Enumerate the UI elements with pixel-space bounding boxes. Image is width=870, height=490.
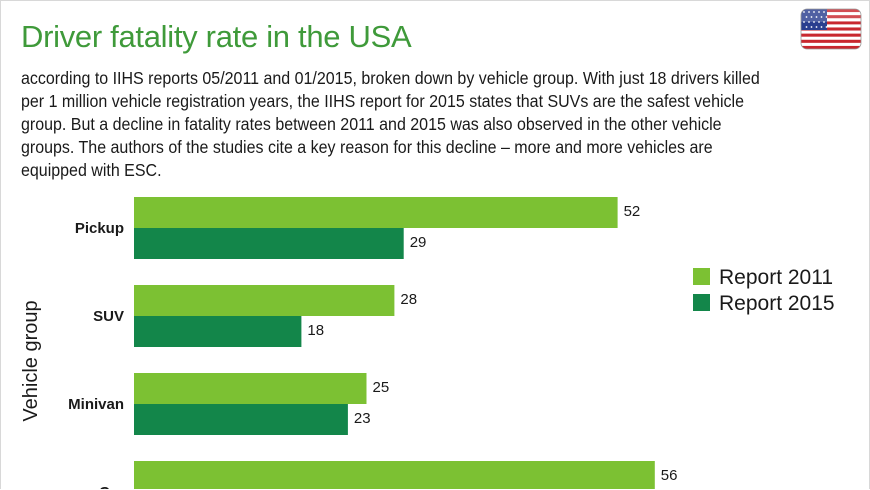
bar-pickup-report-2011 [134, 197, 618, 228]
legend-swatch [693, 268, 710, 285]
bar-minivan-report-2015 [134, 404, 348, 435]
category-label: Minivan [68, 396, 124, 413]
category-label: Car [99, 484, 124, 489]
data-label: 28 [400, 291, 417, 308]
bar-suv-report-2015 [134, 316, 302, 347]
chart-description: according to IIHS reports 05/2011 and 01… [21, 68, 760, 180]
data-label: 29 [410, 234, 427, 251]
legend-label: Report 2015 [719, 292, 835, 315]
legend-label: Report 2011 [719, 266, 833, 289]
usa-flag-icon [800, 8, 862, 50]
data-label: 25 [373, 379, 390, 396]
bar-minivan-report-2011 [134, 373, 367, 404]
data-label: 23 [354, 410, 371, 427]
data-label: 52 [624, 203, 641, 220]
data-label: 56 [661, 467, 678, 484]
bar-chart: Vehicle group Pickup 52 29 SUV 28 18 Minivan 252… [20, 197, 835, 489]
bar-pickup-report-2015 [134, 228, 404, 259]
data-label: 18 [307, 322, 324, 339]
category-label: Pickup [75, 220, 124, 237]
page-title: Driver fatality rate in the USA [21, 19, 412, 54]
bar-car-report-2011 [134, 461, 655, 489]
legend-swatch [693, 294, 710, 311]
bar-suv-report-2011 [134, 285, 395, 316]
category-label: SUV [93, 308, 124, 325]
y-axis-label: Vehicle group [20, 300, 42, 421]
